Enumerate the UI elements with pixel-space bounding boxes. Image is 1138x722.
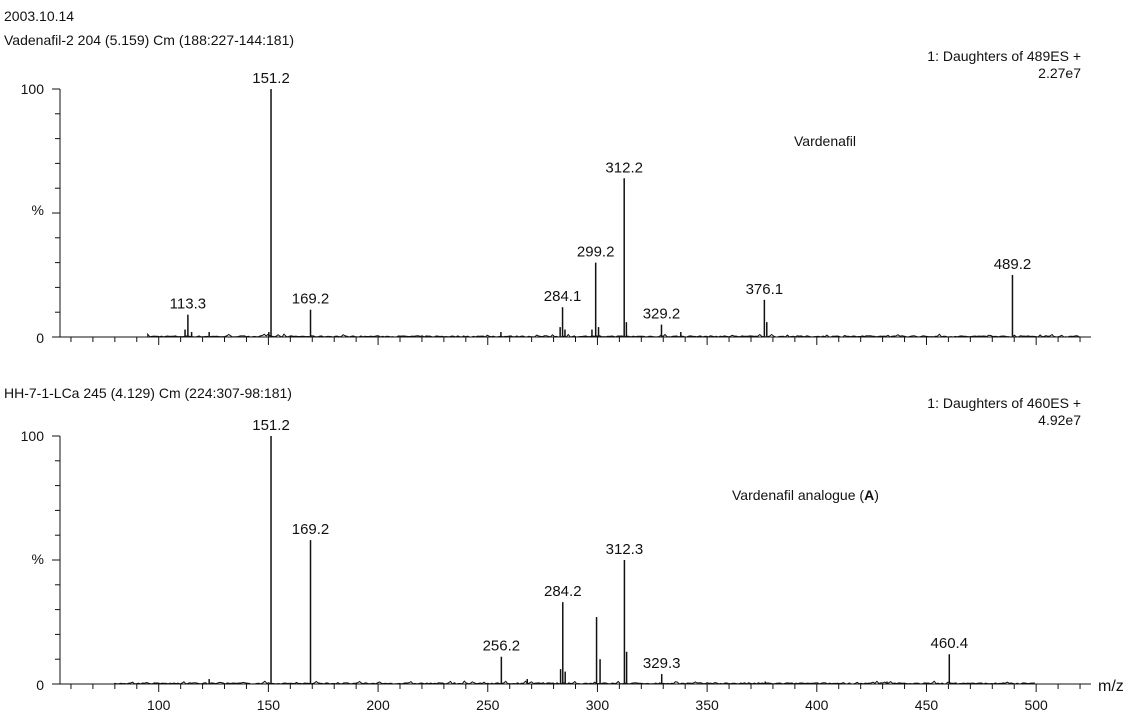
- peak-label: 376.1: [746, 281, 784, 298]
- spectrum-panel-vardenafil: Vadenafil-2 204 (5.159) Cm (188:227-144:…: [4, 32, 1091, 346]
- peak-label: 284.2: [544, 583, 582, 600]
- intensity-scale-label: 2.27e7: [1038, 65, 1081, 81]
- x-tick-label: 500: [1024, 697, 1048, 713]
- peak-label: 460.4: [931, 635, 969, 652]
- peak-label: 489.2: [994, 256, 1032, 273]
- peak-label: 329.3: [643, 655, 681, 672]
- peak-label: 169.2: [292, 291, 330, 308]
- scan-function-label: 1: Daughters of 460ES +: [927, 395, 1081, 411]
- intensity-scale-label: 4.92e7: [1038, 412, 1081, 428]
- x-tick-labels: 100 150 200 250 300 350 400 450 500: [147, 697, 1048, 713]
- peak-label: 256.2: [483, 638, 521, 655]
- axis-ticks: [52, 435, 1081, 692]
- y-tick-label-100: 100: [21, 428, 45, 444]
- peak-label: 169.2: [292, 521, 330, 538]
- sample-header: HH-7-1-LCa 245 (4.129) Cm (224:307-98:18…: [4, 385, 292, 401]
- y-tick-label-0: 0: [36, 677, 44, 693]
- baseline-noise: [114, 680, 1035, 685]
- x-tick-label: 450: [915, 697, 939, 713]
- peak-label: 113.3: [170, 296, 206, 313]
- y-axis-label: %: [32, 202, 44, 218]
- labeled-peaks: 151.2 169.2 256.2 284.2 312.3 329.3 460.4: [252, 417, 968, 684]
- spectrum-panel-analogue: HH-7-1-LCa 245 (4.129) Cm (224:307-98:18…: [4, 385, 1124, 713]
- minor-peaks: [184, 322, 768, 337]
- x-tick-label: 100: [147, 697, 171, 713]
- x-tick-label: 400: [805, 697, 829, 713]
- peak-label: 329.2: [643, 306, 681, 323]
- x-tick-label: 350: [695, 697, 719, 713]
- y-axis-label: %: [32, 551, 44, 567]
- peak-label: 284.1: [544, 288, 582, 305]
- x-tick-label: 200: [366, 697, 390, 713]
- axis-ticks: [52, 88, 1081, 345]
- sample-header: Vadenafil-2 204 (5.159) Cm (188:227-144:…: [4, 32, 294, 48]
- compound-label: Vardenafil: [794, 133, 856, 149]
- acquisition-date: 2003.10.14: [4, 8, 74, 24]
- x-tick-label: 300: [586, 697, 610, 713]
- peak-label: 312.3: [606, 541, 644, 558]
- x-tick-label: 150: [257, 697, 281, 713]
- x-axis-label: m/z: [1098, 678, 1124, 695]
- peak-label: 151.2: [252, 417, 290, 434]
- peak-label: 151.2: [252, 70, 290, 87]
- peak-label: 299.2: [577, 244, 615, 261]
- peak-label: 312.2: [605, 159, 643, 176]
- y-tick-label-100: 100: [21, 81, 45, 97]
- baseline-noise: [147, 332, 1080, 338]
- scan-function-label: 1: Daughters of 489ES +: [927, 48, 1081, 64]
- y-tick-label-0: 0: [36, 330, 44, 346]
- labeled-peaks: 113.3 151.2 169.2 284.1 299.2 312.2 329.2 376.1…: [170, 70, 1032, 337]
- compound-label: Vardenafil analogue (A): [732, 487, 879, 503]
- x-tick-label: 250: [476, 697, 500, 713]
